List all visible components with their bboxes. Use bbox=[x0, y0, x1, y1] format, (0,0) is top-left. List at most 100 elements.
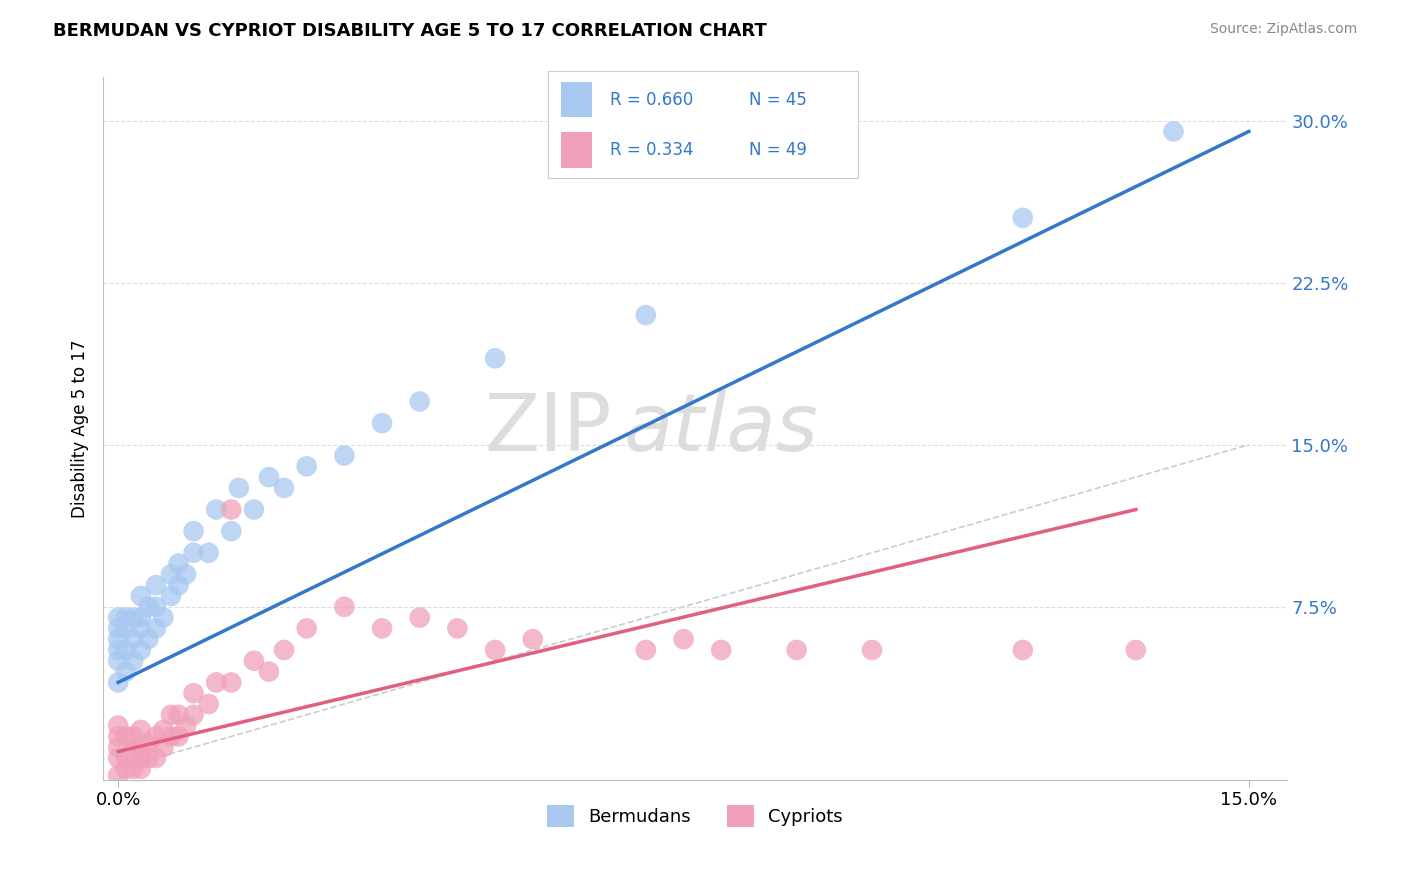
Point bbox=[183, 524, 205, 538]
Point bbox=[174, 718, 197, 732]
Point bbox=[107, 621, 129, 635]
Point bbox=[152, 723, 174, 737]
Point bbox=[672, 632, 695, 647]
Text: ZIP: ZIP bbox=[485, 390, 612, 467]
Point bbox=[183, 686, 205, 700]
Point bbox=[219, 675, 242, 690]
Point bbox=[114, 621, 136, 635]
Point bbox=[138, 599, 160, 614]
Point bbox=[129, 643, 152, 657]
Point bbox=[183, 707, 205, 722]
Point bbox=[257, 470, 280, 484]
Point bbox=[634, 308, 657, 322]
Point bbox=[145, 578, 167, 592]
Text: BERMUDAN VS CYPRIOT DISABILITY AGE 5 TO 17 CORRELATION CHART: BERMUDAN VS CYPRIOT DISABILITY AGE 5 TO … bbox=[53, 22, 768, 40]
Point bbox=[243, 654, 266, 668]
Point bbox=[257, 665, 280, 679]
Point bbox=[138, 751, 160, 765]
Point bbox=[122, 632, 145, 647]
Point bbox=[114, 751, 136, 765]
Point bbox=[122, 730, 145, 744]
Point bbox=[295, 459, 318, 474]
Point bbox=[167, 730, 190, 744]
Point bbox=[1125, 643, 1147, 657]
Point bbox=[145, 751, 167, 765]
Text: R = 0.660: R = 0.660 bbox=[610, 91, 693, 109]
Point bbox=[129, 751, 152, 765]
Point bbox=[114, 665, 136, 679]
Point bbox=[446, 621, 468, 635]
Point bbox=[167, 557, 190, 571]
Point bbox=[114, 643, 136, 657]
Point bbox=[160, 707, 183, 722]
Text: atlas: atlas bbox=[624, 390, 818, 467]
Point bbox=[129, 621, 152, 635]
Point bbox=[710, 643, 733, 657]
Point bbox=[107, 654, 129, 668]
Point bbox=[205, 675, 228, 690]
Point bbox=[145, 621, 167, 635]
Point bbox=[129, 723, 152, 737]
Point bbox=[197, 697, 219, 711]
Point bbox=[205, 502, 228, 516]
Point bbox=[138, 632, 160, 647]
Text: N = 45: N = 45 bbox=[749, 91, 807, 109]
Y-axis label: Disability Age 5 to 17: Disability Age 5 to 17 bbox=[72, 339, 89, 517]
Point bbox=[167, 707, 190, 722]
Point bbox=[114, 730, 136, 744]
Point bbox=[129, 762, 152, 776]
Point bbox=[122, 745, 145, 759]
Text: Source: ZipAtlas.com: Source: ZipAtlas.com bbox=[1209, 22, 1357, 37]
Point bbox=[634, 643, 657, 657]
Point bbox=[484, 351, 506, 366]
Point bbox=[160, 589, 183, 603]
Point bbox=[114, 610, 136, 624]
Point bbox=[228, 481, 250, 495]
FancyBboxPatch shape bbox=[561, 82, 592, 118]
Point bbox=[219, 524, 242, 538]
Point bbox=[786, 643, 808, 657]
Text: R = 0.334: R = 0.334 bbox=[610, 141, 693, 159]
Point bbox=[174, 567, 197, 582]
Point bbox=[273, 643, 295, 657]
Point bbox=[129, 740, 152, 755]
Point bbox=[107, 751, 129, 765]
Point bbox=[1011, 643, 1033, 657]
Point bbox=[152, 740, 174, 755]
Point bbox=[371, 416, 394, 430]
Point bbox=[183, 546, 205, 560]
Point bbox=[107, 610, 129, 624]
Point bbox=[129, 610, 152, 624]
Point bbox=[145, 599, 167, 614]
Point bbox=[522, 632, 544, 647]
Point bbox=[107, 643, 129, 657]
Point bbox=[409, 394, 432, 409]
Point bbox=[295, 621, 318, 635]
Point bbox=[333, 449, 356, 463]
Point bbox=[160, 567, 183, 582]
Point bbox=[107, 740, 129, 755]
Point bbox=[107, 768, 129, 782]
Point bbox=[129, 589, 152, 603]
Point bbox=[333, 599, 356, 614]
Text: N = 49: N = 49 bbox=[749, 141, 807, 159]
Point bbox=[107, 632, 129, 647]
Point bbox=[1163, 124, 1185, 138]
Point bbox=[167, 578, 190, 592]
Legend: Bermudans, Cypriots: Bermudans, Cypriots bbox=[540, 797, 851, 834]
Point bbox=[160, 730, 183, 744]
Point bbox=[243, 502, 266, 516]
Point bbox=[122, 654, 145, 668]
Point bbox=[138, 736, 160, 750]
Point bbox=[1011, 211, 1033, 225]
Point bbox=[484, 643, 506, 657]
Point bbox=[409, 610, 432, 624]
Point bbox=[371, 621, 394, 635]
Point bbox=[860, 643, 883, 657]
Point bbox=[197, 546, 219, 560]
Point bbox=[107, 730, 129, 744]
Point bbox=[122, 610, 145, 624]
Point bbox=[219, 502, 242, 516]
Point bbox=[152, 610, 174, 624]
Point bbox=[273, 481, 295, 495]
